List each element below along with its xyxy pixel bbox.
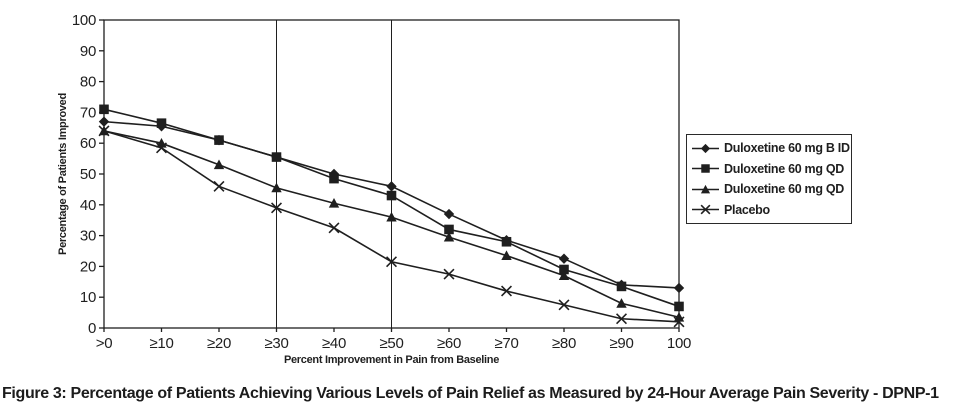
- svg-text:90: 90: [80, 43, 96, 60]
- svg-text:60: 60: [80, 135, 96, 152]
- svg-text:≥80: ≥80: [552, 335, 576, 352]
- svg-text:≥40: ≥40: [322, 335, 346, 352]
- legend-item: Duloxetine 60 mg B ID: [692, 141, 850, 156]
- diamond-marker-icon: [692, 143, 719, 153]
- legend-item: Placebo: [692, 203, 849, 217]
- svg-text:≥60: ≥60: [437, 335, 461, 352]
- svg-text:30: 30: [80, 228, 96, 245]
- chart-plot-area: 0 10 20 30 40 50 60 70 80 90 100 >0 ≥10 ≥20 ≥30 ≥40 ≥50 ≥…: [57, 12, 691, 366]
- legend-label: Duloxetine 60 mg QD: [724, 182, 845, 197]
- svg-text:70: 70: [80, 104, 96, 121]
- svg-text:≥50: ≥50: [379, 335, 403, 352]
- x-marker-icon: [692, 204, 719, 215]
- svg-text:20: 20: [80, 258, 96, 275]
- svg-text:≥70: ≥70: [494, 335, 518, 352]
- svg-text:≥10: ≥10: [149, 335, 173, 352]
- svg-text:≥90: ≥90: [609, 335, 633, 352]
- svg-text:50: 50: [80, 166, 96, 183]
- legend-item: Duloxetine 60 mg QD: [692, 162, 849, 176]
- triangle-marker-icon: [692, 184, 719, 194]
- svg-text:100: 100: [72, 12, 96, 29]
- svg-text:0: 0: [88, 320, 96, 337]
- legend-label: Duloxetine 60 mg QD: [724, 161, 845, 176]
- svg-text:80: 80: [80, 74, 96, 91]
- svg-text:Percent Improvement in Pain fr: Percent Improvement in Pain from Baselin…: [284, 354, 499, 366]
- svg-text:≥20: ≥20: [207, 335, 231, 352]
- legend-label: Duloxetine 60 mg B ID: [724, 141, 850, 156]
- svg-text:Percentage of Patients Improve: Percentage of Patients Improved: [57, 93, 69, 255]
- legend-item: Duloxetine 60 mg QD: [692, 182, 849, 196]
- svg-text:40: 40: [80, 197, 96, 214]
- figure-caption: Figure 3: Percentage of Patients Achievi…: [2, 385, 939, 402]
- legend-label: Placebo: [724, 202, 770, 217]
- square-marker-icon: [692, 164, 719, 173]
- svg-text:>0: >0: [96, 335, 113, 352]
- svg-text:10: 10: [80, 289, 96, 306]
- svg-text:100: 100: [667, 335, 691, 352]
- svg-text:≥30: ≥30: [264, 335, 288, 352]
- chart-legend: Duloxetine 60 mg B ID Duloxetine 60 mg Q…: [686, 134, 852, 224]
